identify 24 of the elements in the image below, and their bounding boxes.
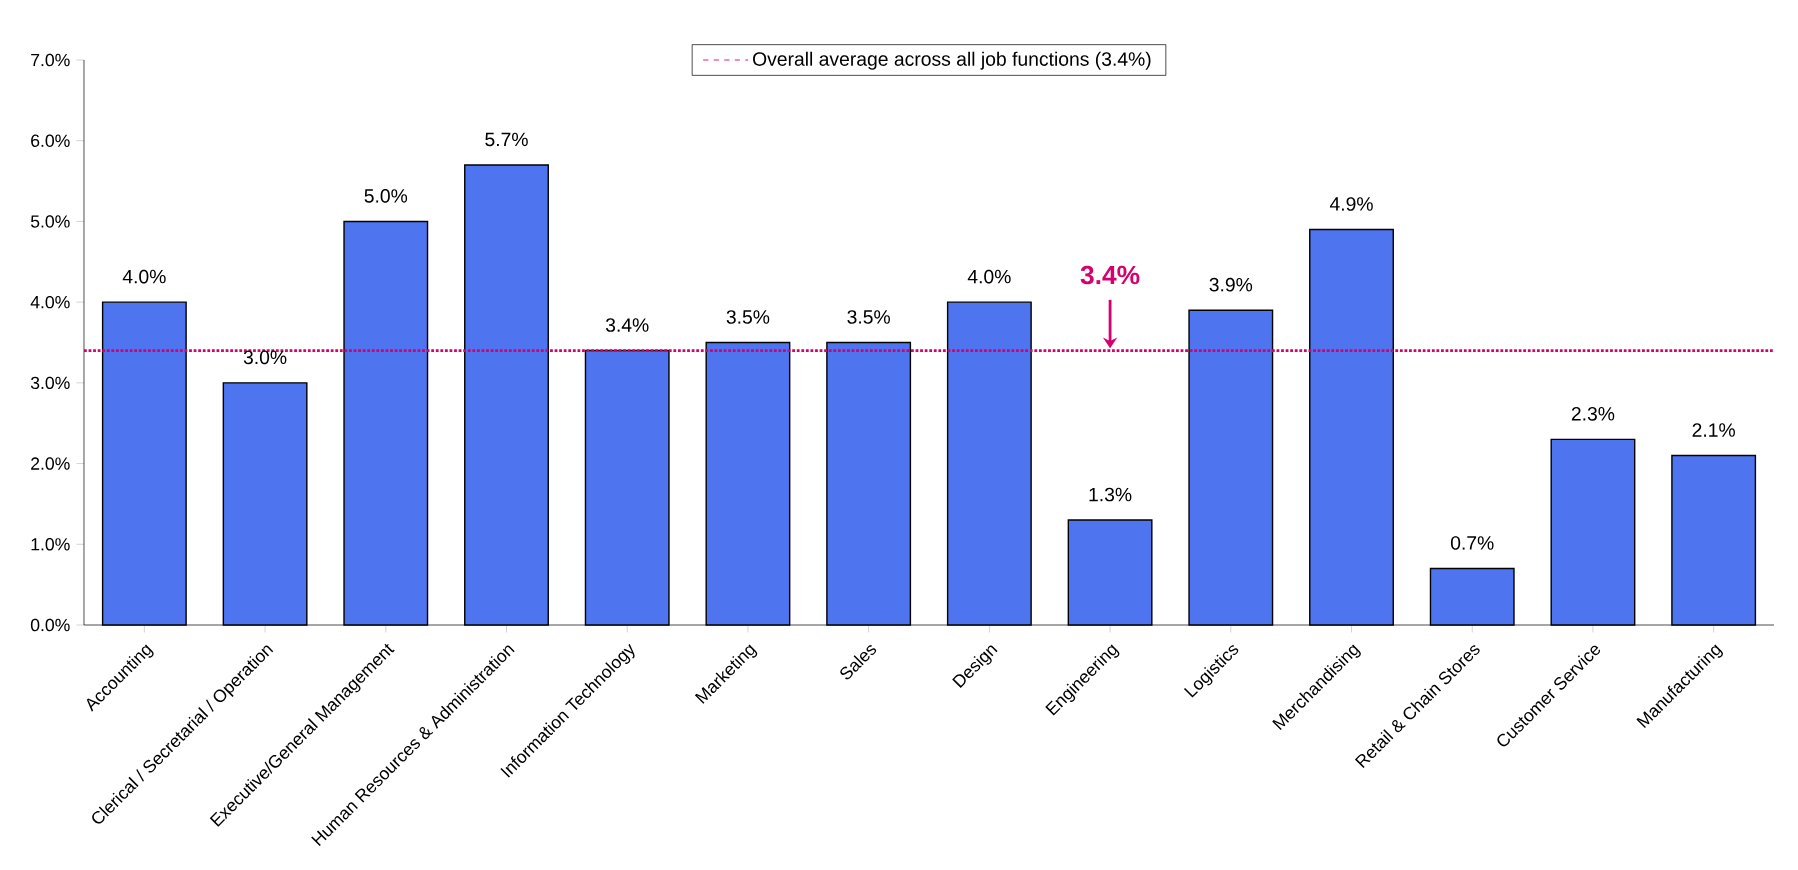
legend-label: Overall average across all job functions (3.4%): [753, 51, 1151, 70]
y-tick-label: 4.0%: [30, 295, 70, 309]
data-label: 3.9%: [1209, 277, 1253, 292]
data-label: 5.7%: [485, 132, 528, 147]
data-label: 5.0%: [364, 189, 408, 203]
y-tick-label: 1.0%: [31, 538, 70, 551]
annotation: 3.4%: [1080, 265, 1140, 285]
y-tick-label: 2.0%: [31, 457, 70, 470]
data-label: 2.3%: [1571, 406, 1615, 421]
data-label: 4.9%: [1329, 197, 1373, 211]
y-tick-label: 0.0%: [30, 618, 70, 632]
data-label: 3.5%: [726, 310, 770, 324]
data-label: 2.1%: [1692, 423, 1735, 437]
y-tick-label: 7.0%: [31, 53, 70, 67]
data-label: 3.0%: [243, 350, 287, 365]
data-label: 4.0%: [122, 269, 166, 284]
y-tick-label: 6.0%: [31, 134, 70, 147]
data-label: 4.0%: [967, 269, 1011, 284]
data-label: 1.3%: [1089, 487, 1132, 502]
data-label: 3.5%: [847, 310, 890, 324]
data-label: 3.4%: [605, 318, 649, 332]
y-tick-label: 3.0%: [30, 376, 70, 390]
data-label: 0.7%: [1450, 536, 1494, 550]
y-tick-label: 5.0%: [30, 215, 70, 228]
